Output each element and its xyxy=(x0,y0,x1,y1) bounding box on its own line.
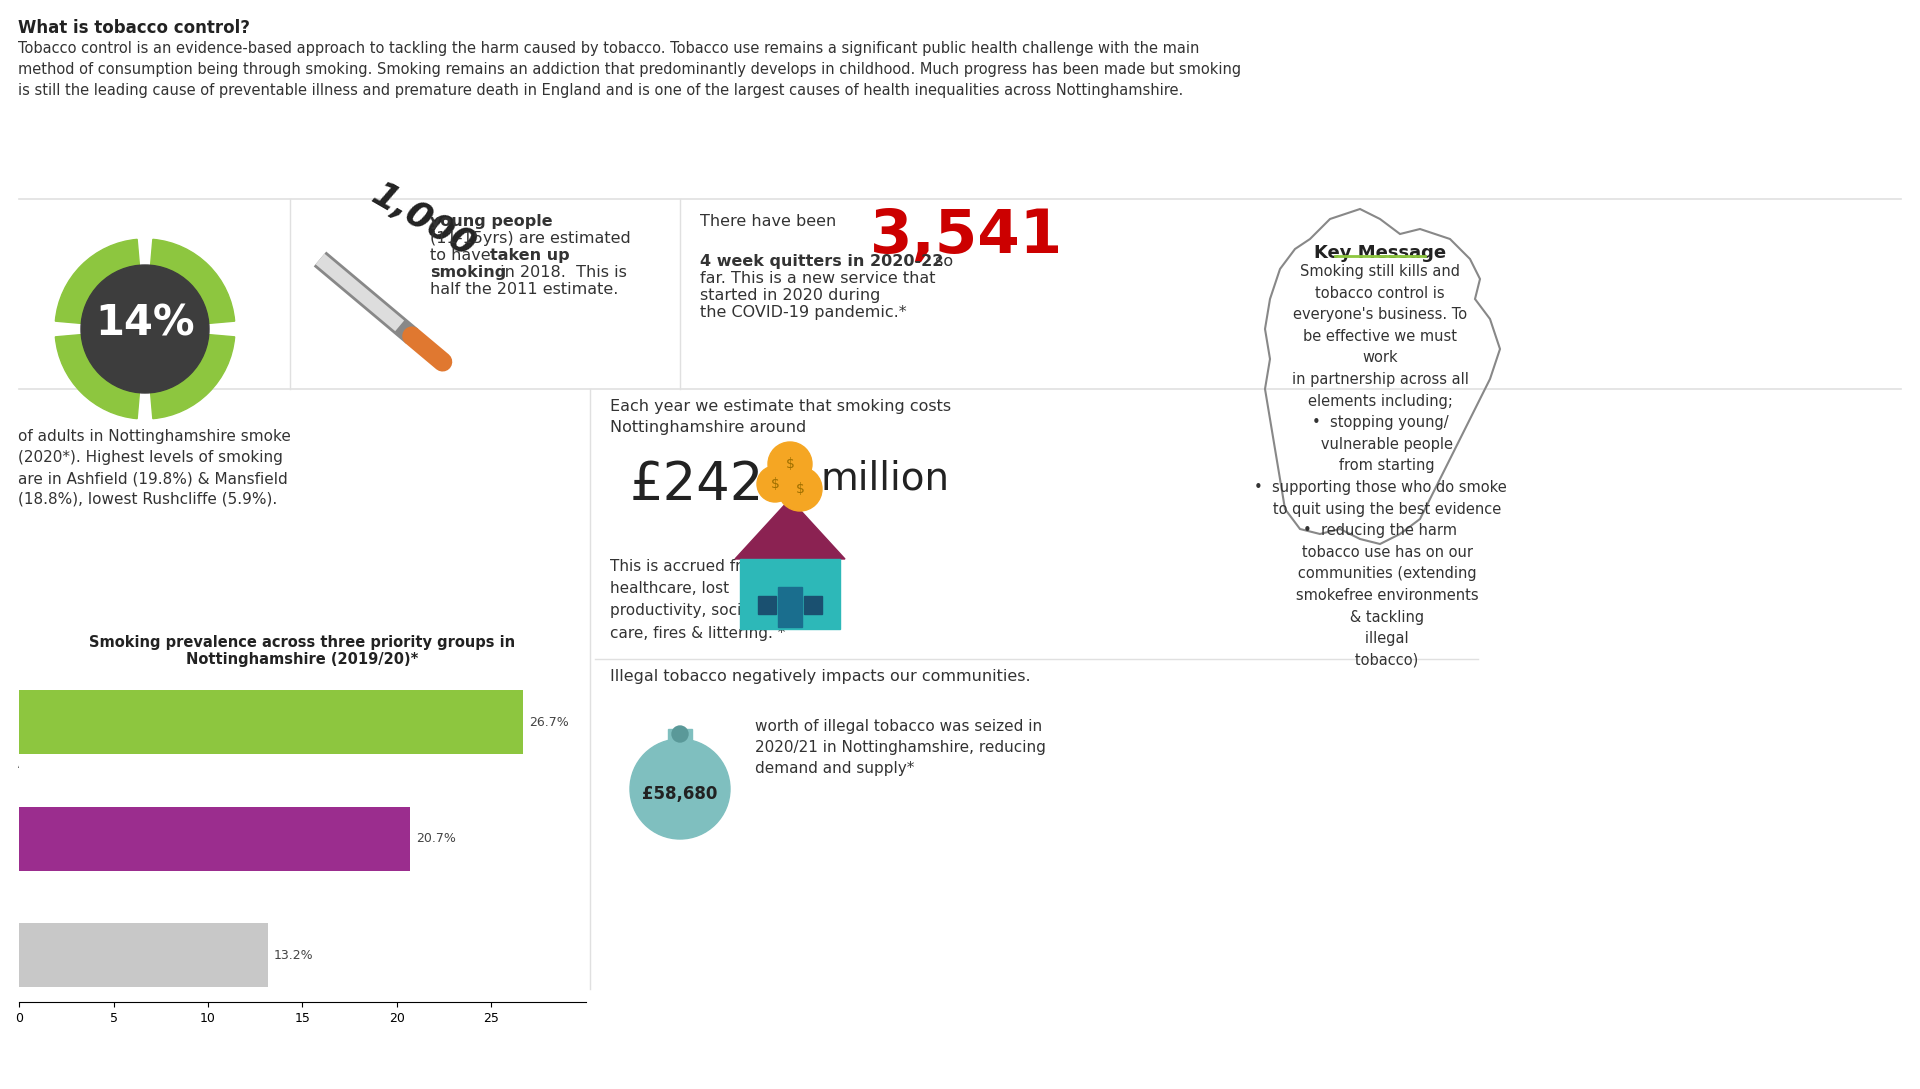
Text: Prevalence of smoking at time of delivery is higher than the
England average. It: Prevalence of smoking at time of deliver… xyxy=(17,714,480,771)
Text: $: $ xyxy=(795,482,804,495)
Text: Illegal tobacco negatively impacts our communities.: Illegal tobacco negatively impacts our c… xyxy=(611,669,1031,684)
Text: young people: young people xyxy=(430,215,553,229)
Circle shape xyxy=(756,466,793,502)
Text: £242: £242 xyxy=(630,458,764,511)
Circle shape xyxy=(81,265,209,393)
Text: started in 2020 during: started in 2020 during xyxy=(701,287,881,303)
Text: (11-15yrs) are estimated: (11-15yrs) are estimated xyxy=(430,231,632,246)
Text: million: million xyxy=(820,458,948,497)
Text: This is accrued from
healthcare, lost
productivity, social
care, fires & litteri: This is accrued from healthcare, lost pr… xyxy=(611,559,785,640)
Text: What is tobacco control?: What is tobacco control? xyxy=(17,19,250,37)
FancyBboxPatch shape xyxy=(739,559,841,629)
Wedge shape xyxy=(56,240,140,323)
Wedge shape xyxy=(150,240,234,323)
Bar xyxy=(19,923,269,987)
Wedge shape xyxy=(56,334,140,418)
Text: £58,680: £58,680 xyxy=(643,785,718,803)
Circle shape xyxy=(672,726,687,742)
Text: far. This is a new service that: far. This is a new service that xyxy=(701,271,935,286)
Text: Smoking still kills and
tobacco control is
everyone's business. To
be effective : Smoking still kills and tobacco control … xyxy=(1254,264,1507,668)
FancyBboxPatch shape xyxy=(668,729,691,749)
Text: so: so xyxy=(929,254,952,269)
FancyBboxPatch shape xyxy=(758,596,776,614)
Text: 14%: 14% xyxy=(96,303,194,345)
Text: 26.7%: 26.7% xyxy=(530,715,568,729)
Text: Nottinghamshire has lower rates of smoking in those with a
long term mental heal: Nottinghamshire has lower rates of smoki… xyxy=(17,769,468,805)
Circle shape xyxy=(768,442,812,486)
FancyBboxPatch shape xyxy=(778,587,803,627)
Text: There have been: There have been xyxy=(701,215,837,229)
Text: Each year we estimate that smoking costs
Nottinghamshire around: Each year we estimate that smoking costs… xyxy=(611,399,950,435)
Text: Tobacco control is an evidence-based approach to tackling the harm caused by tob: Tobacco control is an evidence-based app… xyxy=(17,41,1240,98)
Text: to have: to have xyxy=(430,248,495,264)
Title: Smoking prevalence across three priority groups in
Nottinghamshire (2019/20)*: Smoking prevalence across three priority… xyxy=(90,635,515,668)
Text: half the 2011 estimate.: half the 2011 estimate. xyxy=(430,282,618,297)
Text: 4 week quitters in 2020-22: 4 week quitters in 2020-22 xyxy=(701,254,943,269)
Text: in 2018.  This is: in 2018. This is xyxy=(495,265,626,280)
Text: $: $ xyxy=(785,457,795,472)
Polygon shape xyxy=(735,499,845,559)
Text: of adults in Nottinghamshire smoke
(2020*). Highest levels of smoking
are in Ash: of adults in Nottinghamshire smoke (2020… xyxy=(17,429,290,507)
Text: worth of illegal tobacco was seized in
2020/21 in Nottinghamshire, reducing
dema: worth of illegal tobacco was seized in 2… xyxy=(755,719,1046,776)
Text: taken up: taken up xyxy=(490,248,570,264)
Bar xyxy=(19,807,411,870)
Text: smoking: smoking xyxy=(430,265,507,280)
Text: 1,000: 1,000 xyxy=(365,178,480,265)
Circle shape xyxy=(778,467,822,511)
Text: 13.2%: 13.2% xyxy=(275,949,313,962)
Text: $: $ xyxy=(770,477,780,491)
Wedge shape xyxy=(150,334,234,418)
Bar xyxy=(19,690,524,754)
Text: Key Message: Key Message xyxy=(1313,244,1446,262)
Text: the COVID-19 pandemic.*: the COVID-19 pandemic.* xyxy=(701,305,906,320)
Legend: Routine & Manual (R&M) Workers, Long term mental health condition, Smoking at ti: Routine & Manual (R&M) Workers, Long ter… xyxy=(65,1086,540,1089)
Text: 3,541: 3,541 xyxy=(870,207,1064,266)
Circle shape xyxy=(630,739,730,839)
Text: 20.7%: 20.7% xyxy=(415,832,455,845)
FancyBboxPatch shape xyxy=(804,596,822,614)
